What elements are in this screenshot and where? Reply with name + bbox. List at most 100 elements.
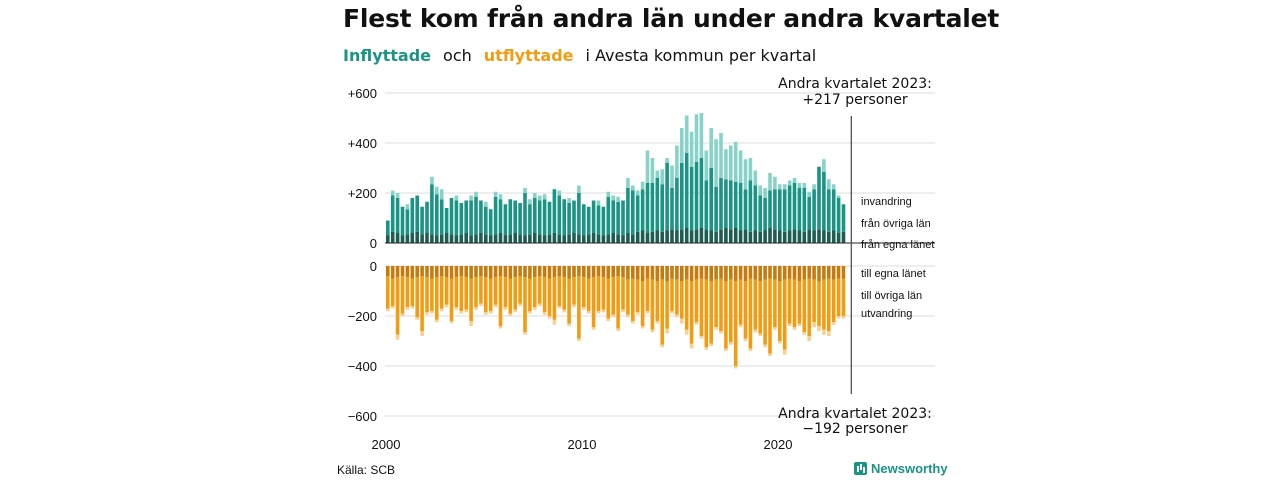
bar-in-own <box>435 235 439 243</box>
bar-out-own <box>415 266 419 278</box>
bar-out-emigration <box>596 311 601 314</box>
bar-out-own <box>787 266 792 279</box>
bar-in-other <box>782 189 787 232</box>
bar-out-other <box>719 278 723 331</box>
bar-out-own <box>577 266 581 276</box>
bar-out-own <box>547 266 552 279</box>
bar-in-other <box>537 200 542 235</box>
bar-out-emigration <box>822 329 826 335</box>
bar-in-own <box>822 230 826 243</box>
bar-in-other <box>635 195 640 232</box>
bar-in-other <box>410 198 415 233</box>
bar-out-emigration <box>567 323 571 326</box>
bar-out-emigration <box>390 306 395 309</box>
bar-out-own <box>802 266 807 280</box>
bar-in-immigration <box>537 195 542 201</box>
bar-out-emigration <box>386 308 390 311</box>
bar-in-immigration <box>390 190 395 196</box>
bar-out-emigration <box>724 348 728 351</box>
bar-out-other <box>714 279 718 328</box>
bar-in-other <box>797 188 802 231</box>
bar-out-own <box>508 266 513 279</box>
newsworthy-logo-icon <box>854 462 867 475</box>
bar-in-own <box>802 231 807 243</box>
bar-out-emigration <box>479 303 483 306</box>
bar-in-other <box>484 206 488 235</box>
bar-out-own <box>694 266 699 280</box>
bar-out-emigration <box>518 303 522 306</box>
bar-out-other <box>655 281 660 321</box>
bar-in-own <box>621 235 625 243</box>
bar-in-immigration <box>684 115 689 153</box>
bar-in-own <box>660 231 664 243</box>
bar-in-own <box>836 233 841 243</box>
bar-in-own <box>606 234 611 243</box>
bar-out-other <box>601 277 606 310</box>
bar-out-other <box>733 281 738 366</box>
bar-out-own <box>582 266 586 278</box>
bar-out-emigration <box>680 318 684 324</box>
bar-out-emigration <box>836 316 841 319</box>
bar-in-immigration <box>606 191 611 197</box>
bar-in-own <box>596 234 601 243</box>
bar-out-emigration <box>827 331 831 336</box>
bar-out-emigration <box>449 321 454 324</box>
bar-out-emigration <box>743 338 748 341</box>
bar-out-emigration <box>714 327 718 330</box>
bar-out-own <box>748 266 753 279</box>
bar-in-other <box>758 195 762 232</box>
bar-in-own <box>748 231 753 243</box>
bar-out-emigration <box>444 304 449 308</box>
bar-out-emigration <box>704 347 709 350</box>
bar-in-other <box>542 199 547 236</box>
bar-in-own <box>709 230 713 243</box>
bar-in-other <box>660 184 664 232</box>
bar-out-emigration <box>733 366 738 369</box>
bar-in-own <box>729 229 733 243</box>
y-tick-label-top: 0 <box>370 236 377 251</box>
bar-out-other <box>449 278 454 321</box>
bar-out-other <box>768 278 772 354</box>
bar-in-immigration <box>395 193 400 198</box>
bar-in-other <box>567 203 571 235</box>
bar-out-other <box>621 277 625 310</box>
bar-out-other <box>689 281 694 344</box>
bar-out-other <box>435 277 439 320</box>
y-tick-label-top: +600 <box>348 86 377 101</box>
bar-out-other <box>812 279 816 323</box>
bar-in-other <box>831 189 836 231</box>
bar-in-immigration <box>493 191 498 197</box>
bar-out-emigration <box>562 309 566 313</box>
bar-out-other <box>684 279 689 330</box>
bar-out-own <box>684 266 689 280</box>
bar-out-other <box>552 277 557 320</box>
bar-out-own <box>768 266 772 279</box>
bar-in-immigration <box>738 150 743 183</box>
bar-in-other <box>582 204 586 236</box>
bar-out-other <box>390 278 395 306</box>
bar-in-other <box>459 203 464 235</box>
bar-out-own <box>410 266 415 279</box>
bar-in-other <box>787 185 792 231</box>
legend-label-in: från övriga län <box>861 218 931 230</box>
bar-out-emigration <box>729 342 733 345</box>
bar-out-own <box>459 266 464 276</box>
bar-out-own <box>675 266 679 280</box>
bar-out-own <box>601 266 606 278</box>
bar-in-own <box>812 230 816 243</box>
bar-out-emigration <box>405 307 410 310</box>
bar-in-own <box>513 233 517 243</box>
bar-in-other <box>841 204 846 232</box>
bar-in-other <box>714 186 718 232</box>
bar-in-immigration <box>484 201 488 207</box>
bar-out-other <box>405 277 410 308</box>
bar-in-immigration <box>822 159 826 172</box>
bar-in-own <box>655 230 660 243</box>
bar-out-own <box>729 266 733 280</box>
bar-in-immigration <box>787 180 792 186</box>
bar-out-other <box>474 277 478 308</box>
bar-in-immigration <box>439 189 444 200</box>
bar-in-other <box>415 195 419 232</box>
bar-in-own <box>582 235 586 243</box>
bar-in-own <box>841 231 846 243</box>
